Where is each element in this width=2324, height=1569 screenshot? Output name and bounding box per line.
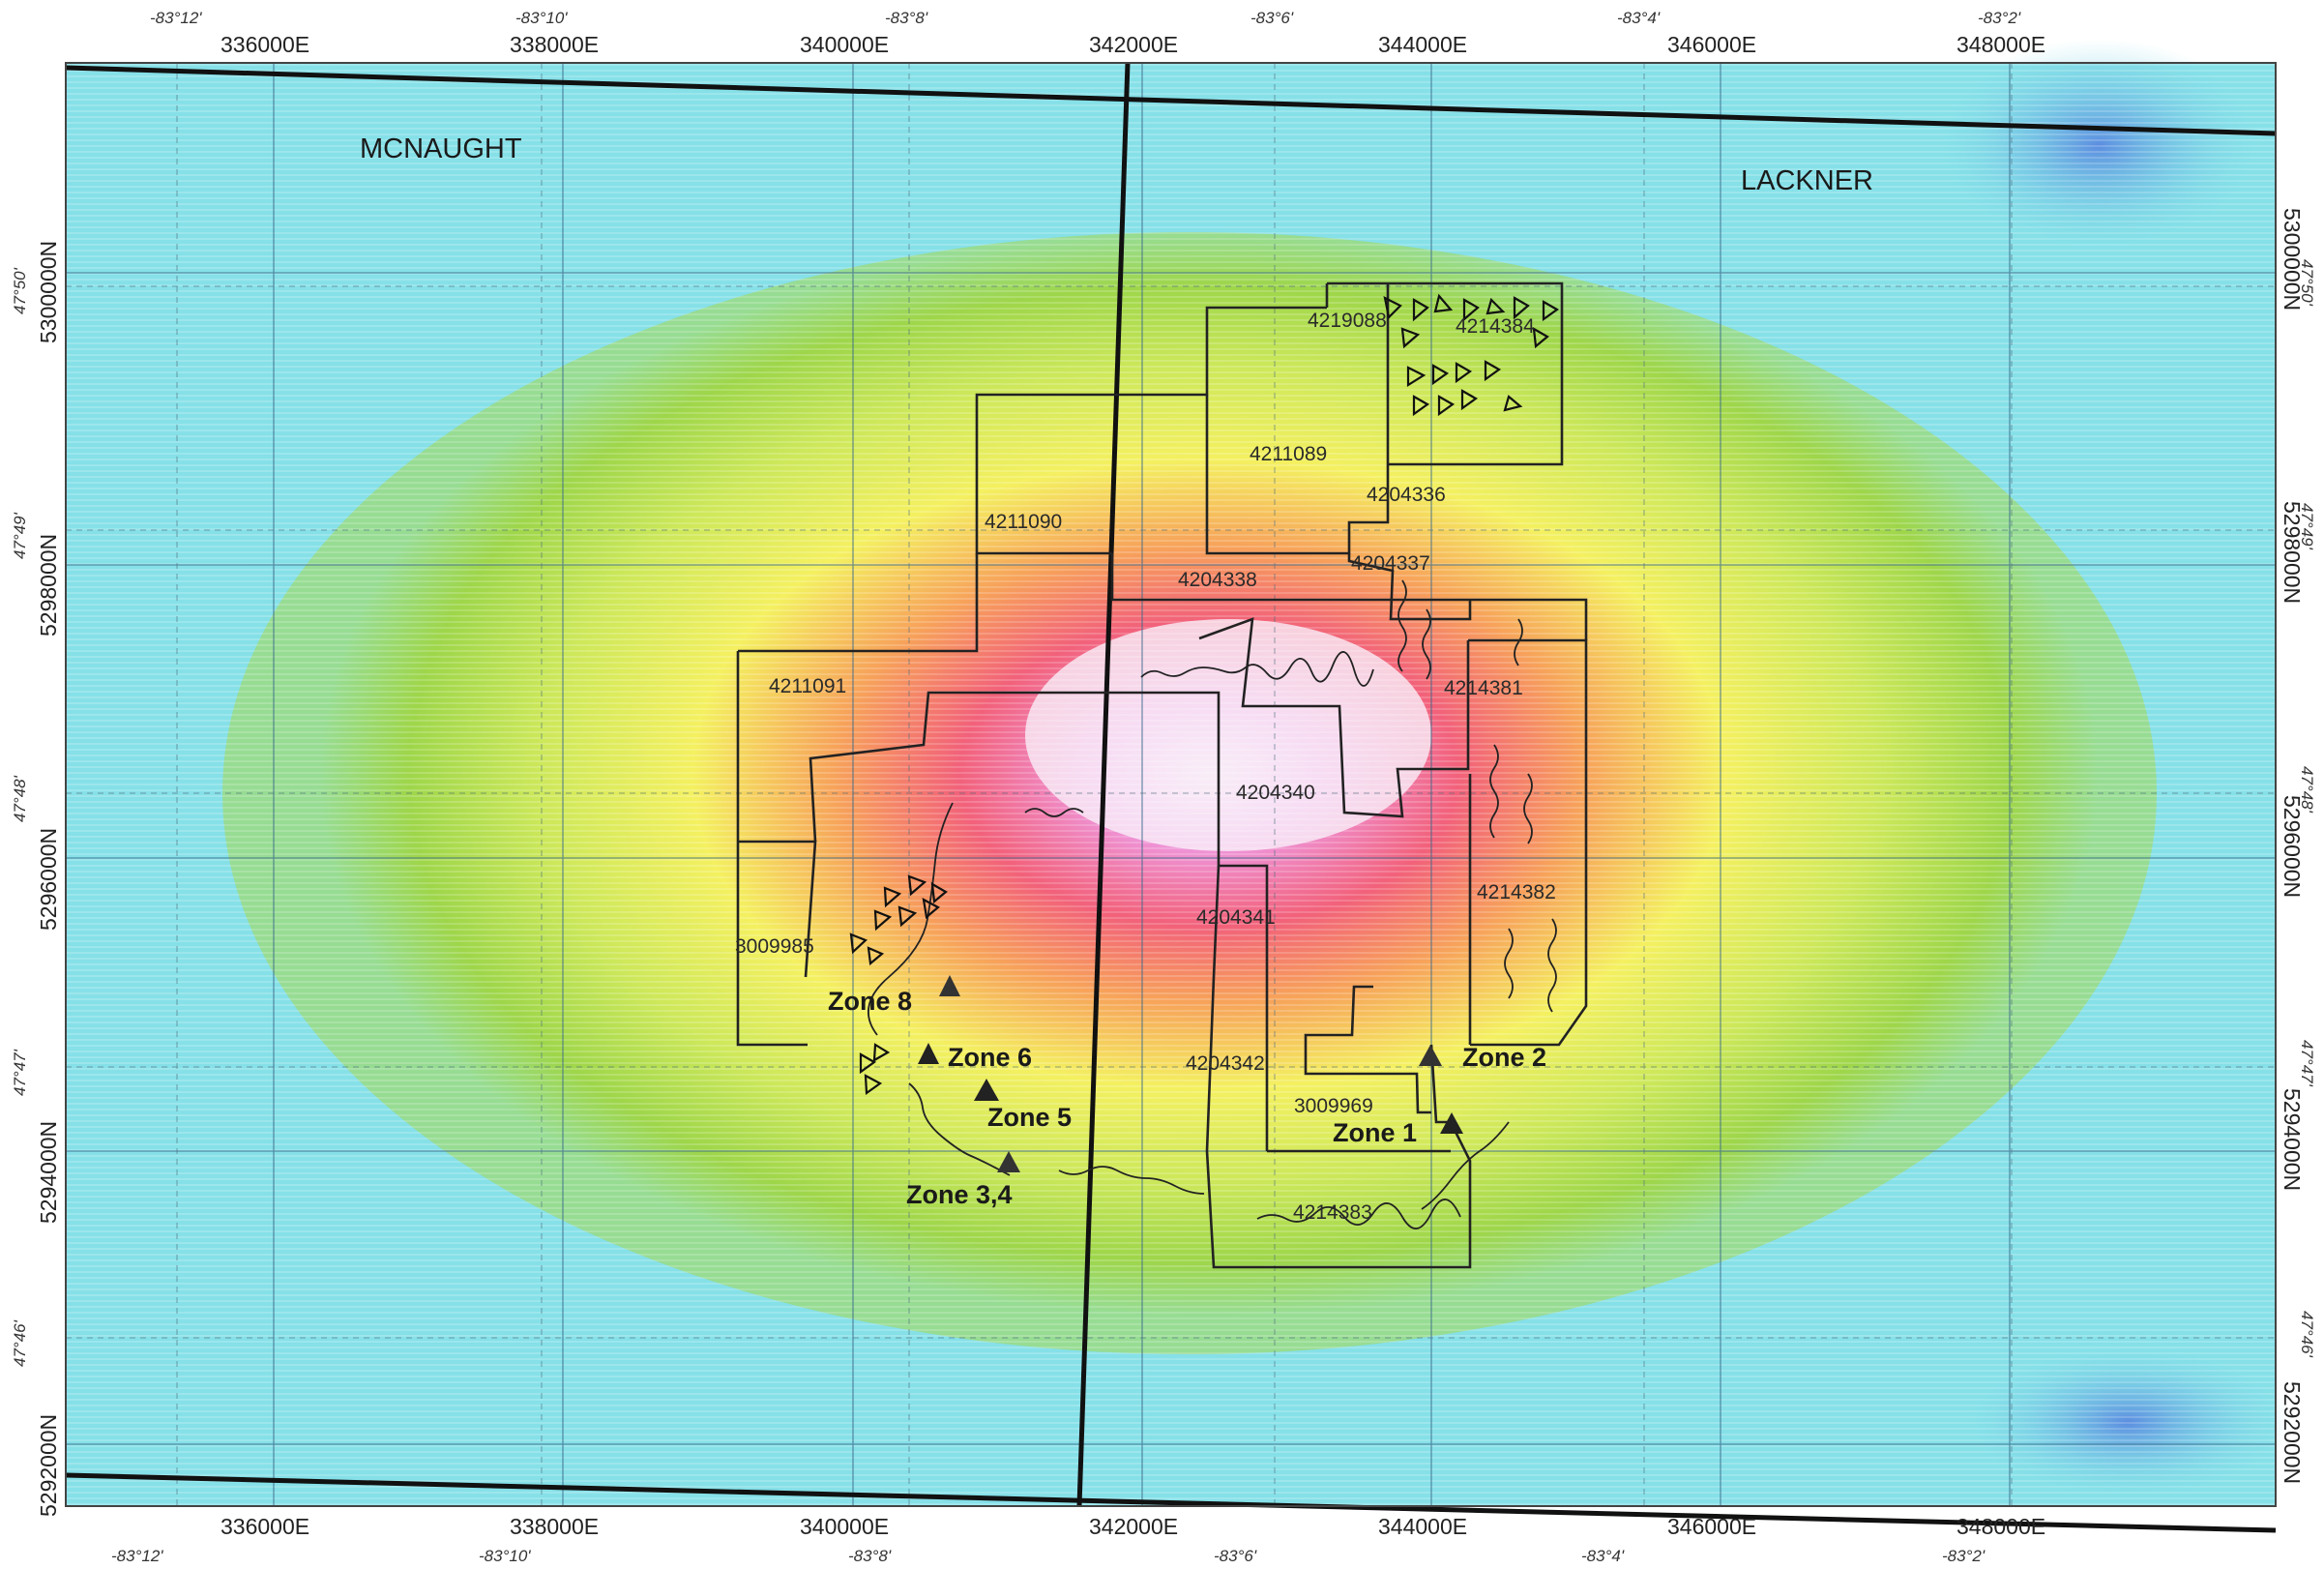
claim-label: 3009969 [1294, 1095, 1373, 1117]
svg-text:5298000N: 5298000N [2280, 501, 2305, 604]
svg-text:-83°12': -83°12' [150, 9, 202, 27]
svg-text:-83°8': -83°8' [885, 9, 928, 27]
svg-text:47°49': 47°49' [2298, 503, 2316, 550]
svg-text:-83°8': -83°8' [848, 1547, 892, 1565]
zone-label: Zone 8 [828, 987, 912, 1016]
svg-text:47°48': 47°48' [11, 775, 29, 822]
svg-text:-83°4': -83°4' [1617, 9, 1661, 27]
northing-labels-left: 5300000N 5298000N 5296000N 5294000N 5292… [36, 241, 61, 1517]
svg-text:47°50': 47°50' [2298, 259, 2316, 307]
northing-labels-right: 5300000N 5298000N 5296000N 5294000N 5292… [2280, 208, 2305, 1484]
triangle-symbols-ne [1383, 293, 1560, 417]
svg-text:-83°10': -83°10' [515, 9, 568, 27]
zone-markers [918, 975, 1463, 1172]
township-label-mcnaught: MCNAUGHT [360, 133, 522, 164]
svg-text:-83°4': -83°4' [1581, 1547, 1625, 1565]
claim-label: 4214381 [1444, 677, 1523, 699]
zone-label: Zone 2 [1462, 1043, 1546, 1072]
svg-text:-83°6': -83°6' [1250, 9, 1294, 27]
zone-label: Zone 3,4 [906, 1180, 1013, 1209]
svg-text:5292000N: 5292000N [2280, 1381, 2305, 1484]
svg-text:5296000N: 5296000N [2280, 795, 2305, 898]
svg-text:-83°10': -83°10' [479, 1547, 531, 1565]
zone-34-marker [997, 1151, 1020, 1172]
township-label-lackner: LACKNER [1741, 165, 1873, 196]
svg-text:348000E: 348000E [1956, 32, 2045, 57]
claim-label: 4204342 [1186, 1052, 1265, 1075]
svg-text:-83°12': -83°12' [111, 1547, 163, 1565]
claim-label: 4204337 [1351, 552, 1430, 575]
svg-text:5296000N: 5296000N [36, 828, 61, 931]
svg-text:47°49': 47°49' [11, 512, 29, 559]
longitude-labels-bottom: -83°12' -83°10' -83°8' -83°6' -83°4' -83… [111, 1547, 1986, 1565]
longitude-labels-top: -83°12' -83°10' -83°8' -83°6' -83°4' -83… [150, 9, 2021, 27]
svg-text:340000E: 340000E [800, 1514, 889, 1539]
svg-text:5294000N: 5294000N [36, 1121, 61, 1224]
latitude-labels-right: 47°50' 47°49' 47°48' 47°47' 47°46' [2298, 259, 2316, 1358]
svg-text:342000E: 342000E [1089, 32, 1178, 57]
svg-text:-83°6': -83°6' [1214, 1547, 1257, 1565]
svg-text:340000E: 340000E [800, 32, 889, 57]
claim-label: 4204338 [1178, 569, 1257, 591]
svg-text:-83°2': -83°2' [1942, 1547, 1986, 1565]
drainage-lines [868, 579, 1557, 1229]
svg-text:342000E: 342000E [1089, 1514, 1178, 1539]
claim-label: 4214382 [1477, 881, 1556, 903]
easting-labels-bottom: 336000E 338000E 340000E 342000E 344000E … [221, 1514, 2045, 1539]
svg-text:338000E: 338000E [510, 32, 599, 57]
zone-label: Zone 5 [987, 1103, 1072, 1132]
svg-text:-83°2': -83°2' [1978, 9, 2021, 27]
latlong-grid [66, 63, 2276, 1506]
svg-text:344000E: 344000E [1378, 32, 1467, 57]
claim-label: 4204340 [1236, 782, 1315, 804]
svg-text:5294000N: 5294000N [2280, 1088, 2305, 1191]
zone-8-marker [939, 975, 960, 996]
claim-label: 4204336 [1367, 484, 1446, 506]
svg-text:47°50': 47°50' [11, 267, 29, 314]
claim-label: 4211089 [1250, 443, 1327, 465]
claim-outlines [736, 281, 1588, 1269]
svg-text:348000E: 348000E [1956, 1514, 2045, 1539]
zone-5-marker [974, 1079, 999, 1101]
svg-text:336000E: 336000E [221, 32, 309, 57]
map-border [65, 62, 2277, 1507]
svg-text:346000E: 346000E [1667, 32, 1756, 57]
claim-label: 4204341 [1196, 906, 1276, 929]
township-boundaries [65, 62, 2277, 1533]
claim-label: 4219088 [1308, 310, 1387, 332]
easting-labels-top: 336000E 338000E 340000E 342000E 344000E … [221, 32, 2045, 57]
zone-1-marker [1440, 1112, 1463, 1134]
utm-grid [66, 63, 2276, 1506]
claim-label: 4214383 [1293, 1201, 1372, 1224]
svg-text:47°46': 47°46' [11, 1319, 29, 1367]
svg-text:47°48': 47°48' [2298, 766, 2316, 814]
claim-label: 4211090 [985, 511, 1062, 533]
triangle-symbols-sw [849, 874, 948, 1096]
claim-label: 3009985 [735, 935, 814, 958]
svg-text:47°47': 47°47' [2298, 1040, 2316, 1087]
zone-label: Zone 6 [948, 1043, 1032, 1072]
svg-text:5292000N: 5292000N [36, 1414, 61, 1517]
svg-text:5300000N: 5300000N [36, 241, 61, 343]
svg-text:344000E: 344000E [1378, 1514, 1467, 1539]
svg-text:338000E: 338000E [510, 1514, 599, 1539]
zone-label: Zone 1 [1333, 1118, 1417, 1147]
latitude-labels-left: 47°50' 47°49' 47°48' 47°47' 47°46' [11, 267, 29, 1367]
claim-label: 4211091 [769, 675, 846, 697]
svg-text:346000E: 346000E [1667, 1514, 1756, 1539]
svg-text:336000E: 336000E [221, 1514, 309, 1539]
zone-6-marker [918, 1043, 939, 1064]
svg-text:47°46': 47°46' [2298, 1311, 2316, 1358]
claim-label: 4214384 [1456, 315, 1535, 338]
svg-text:5300000N: 5300000N [2280, 208, 2305, 311]
svg-text:5298000N: 5298000N [36, 534, 61, 636]
zone-2-marker [1419, 1045, 1442, 1066]
svg-text:47°47': 47°47' [11, 1049, 29, 1096]
